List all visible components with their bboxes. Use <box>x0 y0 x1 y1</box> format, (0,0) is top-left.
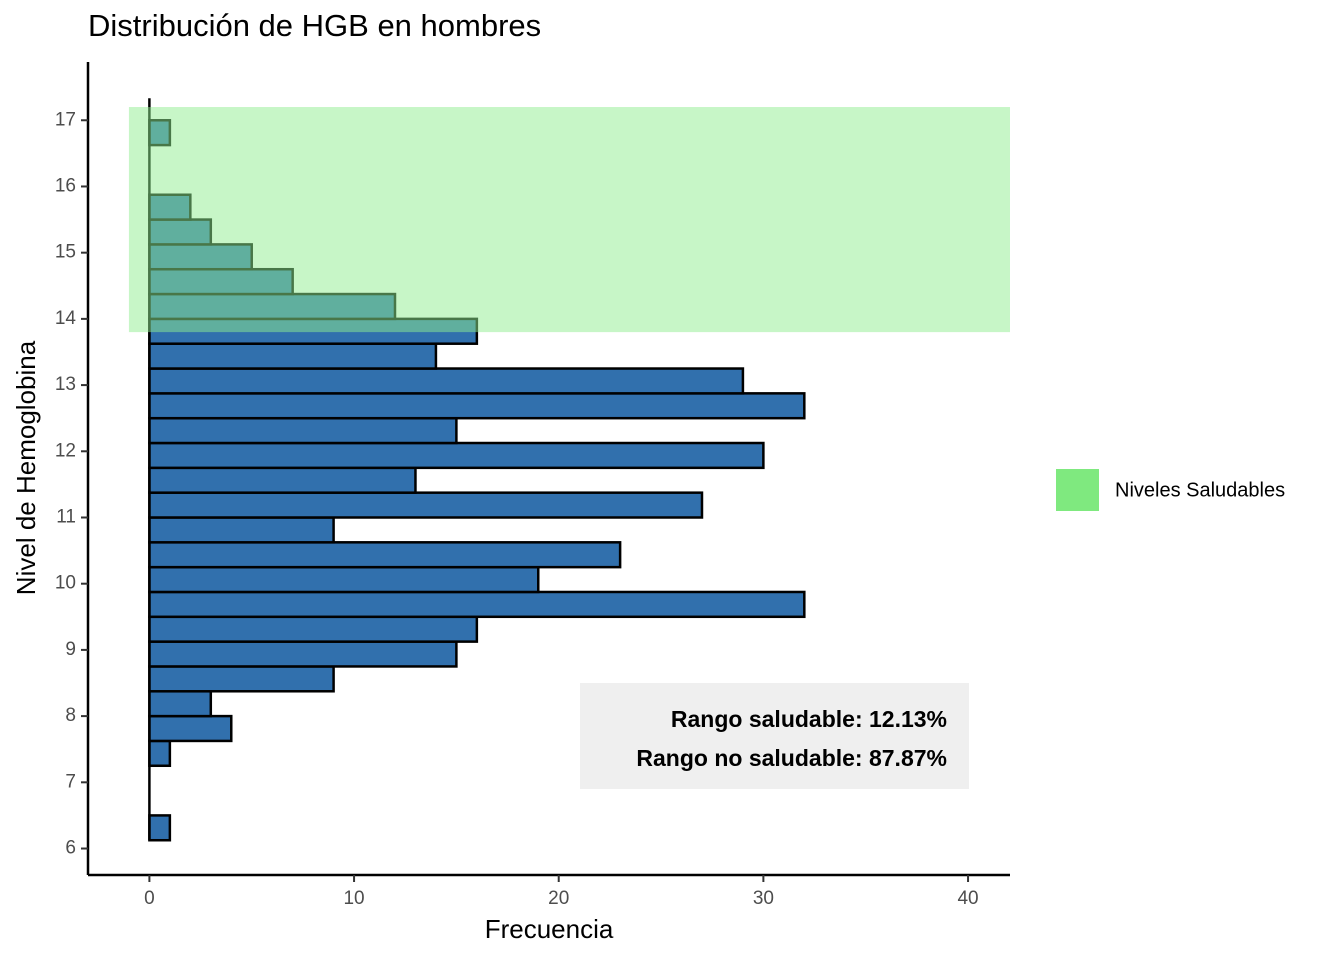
y-tick-label: 16 <box>55 175 76 196</box>
bar <box>148 392 806 420</box>
bar <box>148 516 335 544</box>
y-tick-label: 14 <box>55 308 77 329</box>
x-tick-label: 30 <box>753 888 774 909</box>
x-tick-label: 20 <box>548 888 569 909</box>
y-tick-label: 15 <box>55 242 76 263</box>
y-tick-label: 11 <box>56 507 76 528</box>
bar <box>148 739 172 768</box>
bar <box>148 491 704 519</box>
legend-key <box>1056 469 1099 511</box>
bar <box>148 441 765 470</box>
bar <box>148 640 458 668</box>
bar <box>148 466 417 494</box>
y-tick-label: 6 <box>65 838 76 859</box>
x-tick-label: 0 <box>144 888 155 909</box>
y-tick-label: 10 <box>55 573 76 594</box>
bar <box>148 690 213 718</box>
chart-title: Distribución de HGB en hombres <box>88 8 541 43</box>
bar <box>148 541 622 569</box>
x-axis-title: Frecuencia <box>485 914 614 944</box>
bar <box>148 565 540 594</box>
legend-label: Niveles Saludables <box>1115 479 1285 501</box>
bar <box>148 416 458 445</box>
bar <box>148 814 172 842</box>
bar <box>148 665 335 693</box>
bar <box>148 367 745 395</box>
y-tick-label: 13 <box>55 374 76 395</box>
annotation: Rango saludable: 12.13% <box>671 706 947 732</box>
y-tick-label: 9 <box>65 639 76 660</box>
annotation-box <box>580 683 969 789</box>
annotation: Rango no saludable: 87.87% <box>636 745 947 771</box>
x-tick-label: 10 <box>343 888 364 909</box>
healthy-band <box>128 107 1010 333</box>
y-axis-title: Nivel de Hemoglobina <box>11 340 41 595</box>
y-tick-label: 17 <box>55 109 76 130</box>
y-tick-label: 7 <box>65 771 76 792</box>
bar <box>148 590 806 619</box>
y-tick-label: 8 <box>65 705 76 726</box>
bar <box>148 342 438 370</box>
bar <box>148 615 479 643</box>
y-tick-label: 12 <box>55 440 76 461</box>
bar <box>148 714 233 743</box>
x-tick-label: 40 <box>957 888 978 909</box>
